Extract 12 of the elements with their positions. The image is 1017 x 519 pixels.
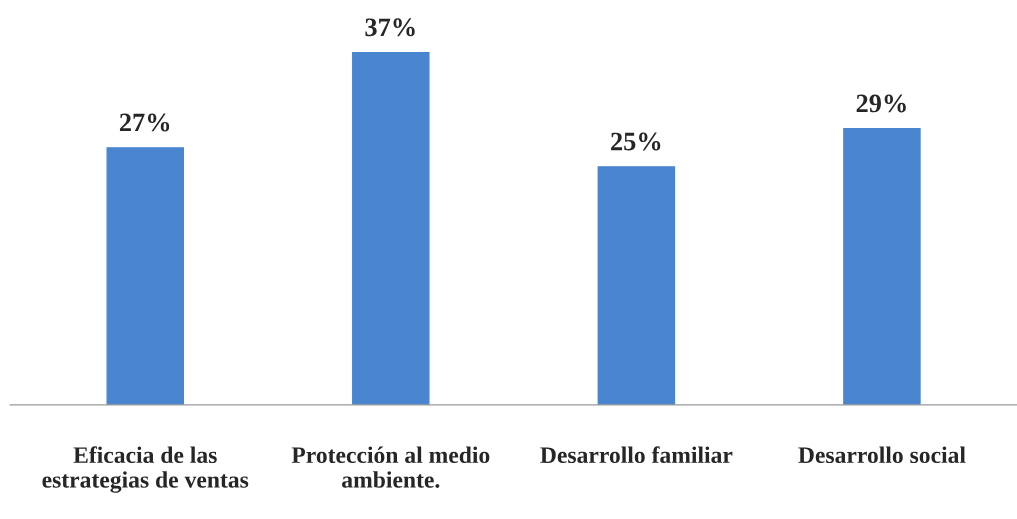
data-label: 27% [119,113,170,132]
x-tick-label: Desarrollo social [798,446,966,464]
bar [843,128,921,405]
data-label: 37% [365,18,415,37]
bar [597,166,676,405]
bar [352,51,430,405]
data-label: 25% [611,132,661,151]
x-tick-label: Desarrollo familiar [540,446,733,464]
data-label: 29% [856,94,906,113]
x-tick-label: Protección al medio ambiente. [291,446,490,488]
x-tick-label: Eficacia de las estrategias de ventas [42,446,249,493]
bar [106,147,184,405]
